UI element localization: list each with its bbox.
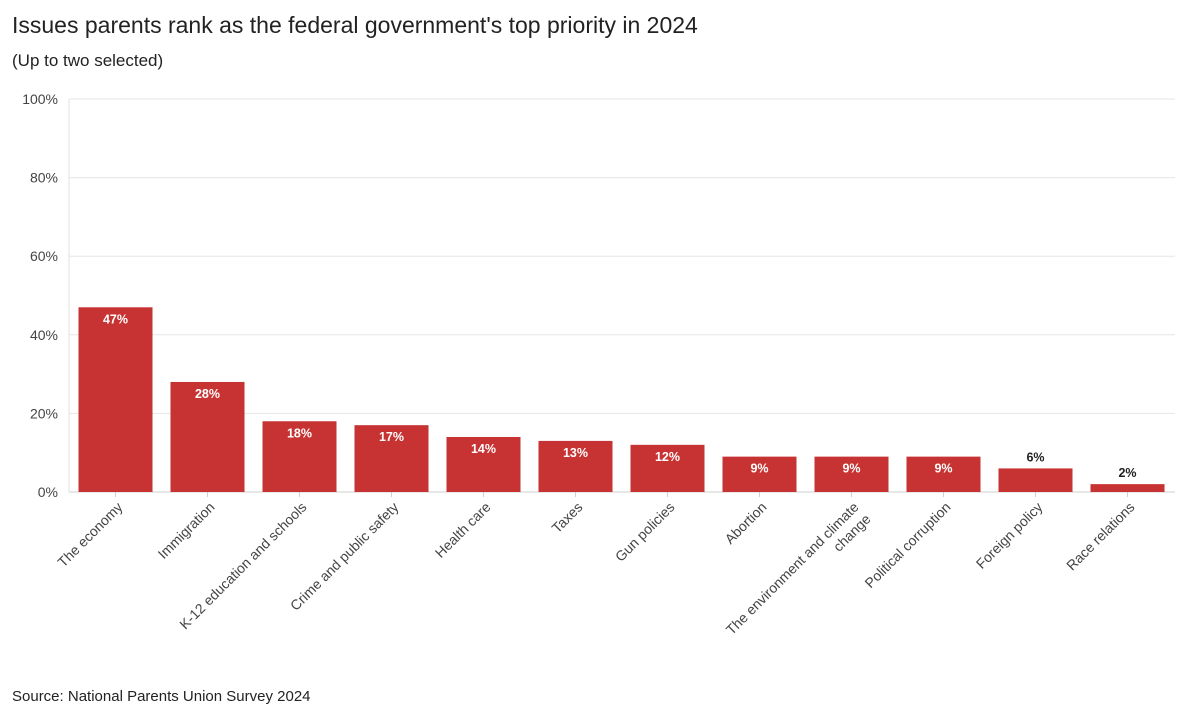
- data-label: 13%: [563, 446, 588, 460]
- bar: [814, 456, 889, 492]
- x-category-label: Abortion: [721, 499, 769, 547]
- bar: [262, 421, 337, 492]
- data-label: 17%: [379, 430, 404, 444]
- y-tick-label: 40%: [30, 327, 58, 343]
- x-category-label-line: Health care: [432, 499, 494, 561]
- bar: [170, 381, 245, 492]
- data-label: 28%: [195, 387, 220, 401]
- data-label: 12%: [655, 450, 680, 464]
- source-note: Source: National Parents Union Survey 20…: [12, 688, 311, 705]
- bar: [722, 456, 797, 492]
- chart-subtitle: (Up to two selected): [12, 51, 164, 70]
- x-category-label: Health care: [432, 499, 494, 561]
- x-category-label-line: Immigration: [155, 499, 218, 562]
- data-label: 9%: [842, 462, 860, 476]
- x-category-label-line: Crime and public safety: [287, 499, 402, 614]
- bar: [906, 456, 981, 492]
- x-category-label-line: Abortion: [721, 499, 769, 547]
- bar: [78, 307, 153, 492]
- x-category-label: Crime and public safety: [287, 499, 402, 614]
- data-label: 2%: [1118, 466, 1136, 480]
- bar: [630, 444, 705, 492]
- data-label: 6%: [1026, 450, 1044, 464]
- x-category-label: Foreign policy: [973, 499, 1046, 572]
- x-category-label: Political corruption: [861, 499, 953, 591]
- bar: [538, 440, 613, 492]
- x-category-label: The economy: [54, 499, 125, 570]
- data-label: 47%: [103, 312, 128, 326]
- bar: [1090, 484, 1165, 492]
- bar: [998, 468, 1073, 492]
- x-category-label: Immigration: [155, 499, 218, 562]
- data-label: 9%: [934, 462, 952, 476]
- x-category-label-line: Gun policies: [612, 499, 678, 565]
- x-category-label: Gun policies: [612, 499, 678, 565]
- y-tick-label: 80%: [30, 170, 58, 186]
- bar: [446, 436, 521, 492]
- x-category-label-line: Race relations: [1063, 499, 1138, 574]
- x-category-label-line: The economy: [54, 499, 125, 570]
- data-label: 18%: [287, 426, 312, 440]
- y-tick-label: 100%: [22, 91, 58, 107]
- chart-title: Issues parents rank as the federal gover…: [12, 12, 698, 38]
- x-category-label-line: Political corruption: [861, 499, 953, 591]
- y-tick-label: 20%: [30, 405, 58, 421]
- x-category-label: Taxes: [548, 499, 585, 536]
- y-tick-label: 0%: [38, 484, 58, 500]
- data-label: 14%: [471, 442, 496, 456]
- x-category-label-line: Foreign policy: [973, 499, 1046, 572]
- y-tick-label: 60%: [30, 248, 58, 264]
- x-category-label: Race relations: [1063, 499, 1138, 574]
- bar: [354, 425, 429, 492]
- data-label: 9%: [750, 462, 768, 476]
- x-category-label-line: Taxes: [548, 499, 585, 536]
